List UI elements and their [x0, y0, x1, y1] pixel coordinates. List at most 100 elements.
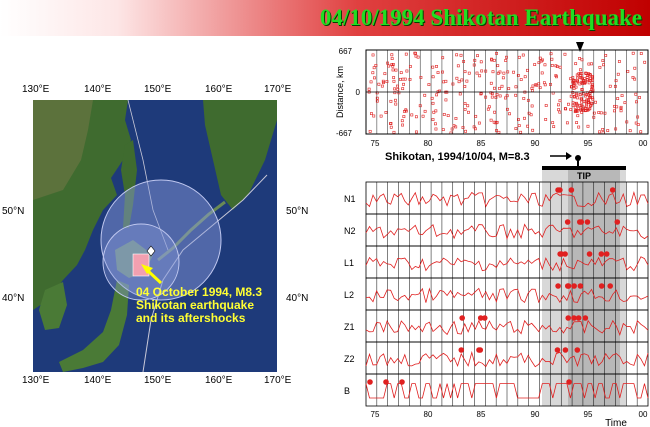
aftershock-point [394, 68, 398, 72]
alarm-point [574, 347, 581, 353]
aftershock-point [597, 111, 601, 114]
aftershock-point [493, 110, 496, 114]
alarm-point [566, 379, 572, 385]
xtick-label: 75 [371, 410, 380, 419]
aftershock-point [385, 80, 389, 83]
alarm-point [598, 251, 605, 257]
aftershock-point [505, 55, 508, 59]
aftershock-point [456, 64, 460, 68]
aftershock-point [462, 60, 466, 63]
series-line [365, 319, 649, 336]
alarm-point [576, 219, 583, 225]
series-line [365, 350, 649, 368]
aftershock-point [369, 80, 373, 84]
kamchatka [203, 100, 277, 210]
aftershock-point [639, 130, 643, 134]
aftershock-point [490, 58, 494, 62]
aftershock-point [636, 115, 640, 119]
aftershock-point [529, 113, 533, 117]
aftershock-point [625, 120, 629, 124]
aftershock-point [455, 53, 459, 57]
aftershock-point [538, 56, 542, 60]
aftershock-point [602, 63, 605, 67]
panel-label: Z1 [344, 322, 355, 332]
aftershock-point [531, 84, 535, 88]
aftershock-point [392, 130, 396, 134]
alarm-point [458, 347, 465, 353]
xtick-label: 90 [531, 139, 540, 148]
lat-label-left: 50°N [2, 206, 25, 217]
aftershock-point [463, 70, 467, 74]
lon-label-bottom: 170°E [264, 375, 292, 386]
aftershock-point [517, 124, 521, 127]
aftershock-point [549, 83, 552, 86]
aftershock-point [379, 114, 383, 118]
plate-boundary [127, 100, 169, 251]
aftershock-point [474, 114, 478, 118]
tip-interval: TIP [542, 166, 626, 406]
aftershock-point [525, 68, 529, 72]
aftershock-point [531, 89, 534, 93]
aftershock-point [368, 129, 372, 133]
aftershock-point [565, 121, 569, 125]
series-line [365, 190, 649, 208]
aftershock-point [493, 86, 496, 90]
aftershock-point [371, 71, 375, 75]
sakhalin [121, 140, 137, 228]
alarm-point [383, 379, 389, 385]
aftershock-point [402, 115, 406, 118]
aftershock-point [613, 109, 616, 113]
aftershock-point [463, 85, 467, 88]
aftershock-point [638, 96, 641, 99]
alarm-point [476, 347, 482, 353]
aftershock-point [508, 112, 511, 116]
aftershock-point [550, 57, 554, 61]
aftershock-point [478, 74, 482, 78]
aftershock-point [613, 104, 616, 108]
panel-label: N1 [344, 194, 356, 204]
aftershock-point [540, 71, 544, 75]
aftershock-point [410, 113, 414, 117]
aftershock-point [571, 91, 575, 94]
alarm-point [564, 219, 571, 225]
alarm-point [481, 315, 488, 321]
aftershock-point [579, 97, 583, 101]
aftershock-point [399, 77, 402, 81]
aftershock-point [576, 114, 580, 118]
aftershock-point [392, 79, 396, 83]
aftershock-point [459, 53, 463, 57]
aftershock-point [484, 69, 488, 73]
lon-label-top: 130°E [22, 84, 50, 95]
annotation-line: Shikotan earthquake [136, 298, 255, 312]
aftershock-point [558, 110, 562, 114]
aftershock-point [492, 58, 496, 62]
alarm-point [571, 315, 577, 321]
aftershock-point [372, 114, 376, 118]
alarm-point [609, 187, 616, 193]
aftershock-point [634, 121, 638, 125]
map-annotation: 04 October 1994, M8.3 Shikotan earthquak… [136, 286, 296, 325]
panel-label: N2 [344, 226, 356, 236]
xtick-label: 00 [639, 139, 648, 148]
aftershock-distance-plot: 667 0 -667 Distance, km 75 80 85 90 95 0… [335, 42, 649, 148]
aftershock-point [572, 83, 576, 87]
aftershock-point [581, 92, 585, 96]
aftershock-point [367, 87, 371, 91]
honshu [59, 280, 129, 372]
aftershock-point [423, 93, 427, 97]
aftershock-point [414, 54, 418, 58]
aftershock-point [383, 72, 387, 76]
aftershock-point [580, 75, 584, 79]
aftershock-point [578, 72, 582, 75]
aftershock-point [408, 78, 412, 81]
aftershock-point [551, 121, 555, 125]
aftershock-point [580, 88, 584, 91]
aftershock-point [394, 98, 397, 102]
aftershock-point [523, 75, 527, 79]
aftershock-point [577, 106, 581, 110]
xtick-label: 95 [584, 139, 593, 148]
xtick-label: 95 [584, 410, 593, 419]
tip-bar [542, 166, 626, 170]
alarm-point [555, 283, 561, 289]
aftershock-point [496, 64, 500, 68]
